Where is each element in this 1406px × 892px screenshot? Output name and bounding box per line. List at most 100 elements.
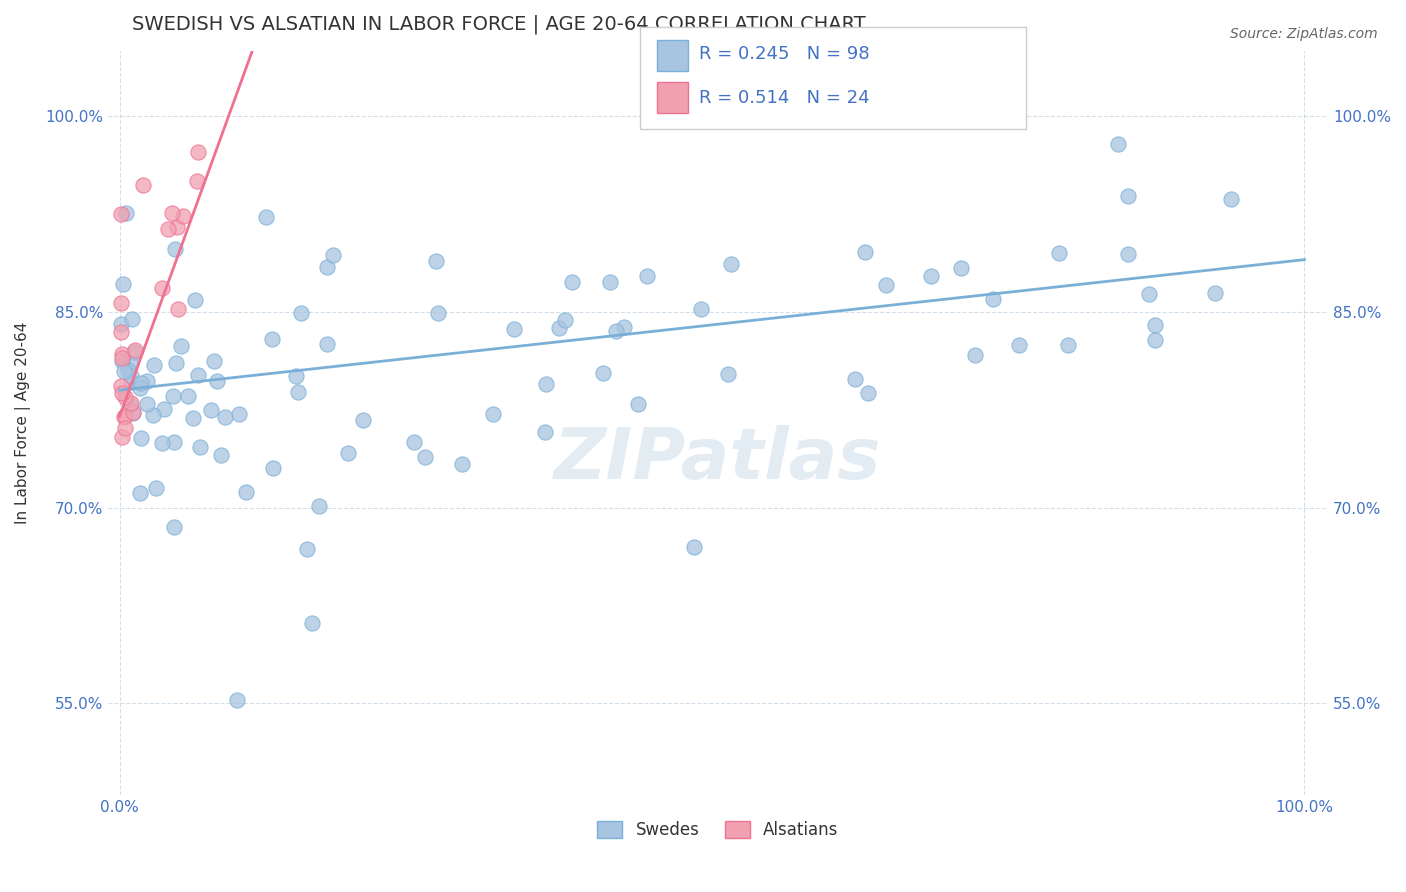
Point bbox=[112, 409, 135, 424]
Point bbox=[200, 403, 222, 417]
Point bbox=[482, 407, 505, 421]
Point bbox=[920, 269, 942, 284]
Point bbox=[352, 412, 374, 426]
Point bbox=[152, 401, 174, 416]
Point bbox=[110, 295, 132, 310]
Legend: Swedes, Alsatians: Swedes, Alsatians bbox=[591, 814, 845, 846]
Point bbox=[554, 312, 576, 326]
Point bbox=[187, 368, 209, 382]
Point bbox=[136, 374, 159, 388]
Point bbox=[132, 178, 155, 193]
Point bbox=[145, 481, 167, 495]
Point bbox=[114, 409, 136, 423]
Point bbox=[290, 306, 312, 320]
Point bbox=[949, 260, 972, 275]
Point bbox=[228, 407, 250, 421]
Point bbox=[605, 324, 627, 338]
Text: R = 0.245   N = 98: R = 0.245 N = 98 bbox=[699, 45, 869, 62]
Point bbox=[683, 540, 706, 554]
Point bbox=[202, 354, 225, 368]
Point bbox=[122, 344, 145, 359]
Text: Source: ZipAtlas.com: Source: ZipAtlas.com bbox=[1230, 27, 1378, 41]
Point bbox=[157, 221, 180, 235]
Point bbox=[110, 318, 132, 332]
Point bbox=[181, 411, 204, 425]
Point bbox=[315, 260, 337, 274]
Point bbox=[627, 397, 650, 411]
Point bbox=[284, 369, 307, 384]
Point bbox=[336, 446, 359, 460]
Point bbox=[426, 306, 449, 320]
Point bbox=[690, 302, 713, 317]
Point bbox=[1057, 337, 1080, 351]
Point bbox=[121, 406, 143, 420]
Point bbox=[112, 277, 135, 291]
Point bbox=[451, 457, 474, 471]
Point bbox=[415, 450, 437, 464]
Point bbox=[256, 210, 278, 224]
Text: R = 0.514   N = 24: R = 0.514 N = 24 bbox=[699, 89, 869, 107]
Point bbox=[844, 372, 866, 386]
Point bbox=[858, 386, 880, 401]
Point bbox=[110, 207, 132, 221]
Point bbox=[963, 347, 986, 361]
Point bbox=[166, 219, 188, 234]
Point bbox=[235, 484, 257, 499]
Point bbox=[1107, 137, 1129, 152]
Point bbox=[118, 356, 141, 370]
Point bbox=[502, 322, 524, 336]
Point bbox=[118, 398, 141, 412]
Point bbox=[717, 368, 740, 382]
Point bbox=[425, 254, 447, 268]
Point bbox=[875, 277, 897, 292]
Point bbox=[162, 389, 184, 403]
Point bbox=[1007, 338, 1029, 352]
Point bbox=[142, 408, 165, 422]
Point bbox=[163, 435, 186, 450]
Point bbox=[322, 248, 344, 262]
Point bbox=[172, 209, 194, 223]
Point bbox=[599, 275, 621, 289]
Point bbox=[548, 321, 571, 335]
Point bbox=[170, 339, 193, 353]
Point bbox=[135, 397, 157, 411]
Point bbox=[983, 293, 1005, 307]
Point bbox=[152, 280, 174, 294]
Point bbox=[1219, 192, 1241, 206]
Point bbox=[114, 390, 136, 404]
Point bbox=[120, 395, 142, 409]
Point bbox=[301, 615, 323, 630]
Point bbox=[186, 174, 208, 188]
Point bbox=[184, 293, 207, 307]
Point bbox=[207, 374, 229, 388]
Point bbox=[262, 461, 284, 475]
Point bbox=[1137, 287, 1160, 301]
Point bbox=[561, 275, 583, 289]
Point bbox=[112, 364, 135, 378]
Point bbox=[110, 386, 132, 401]
Point bbox=[110, 346, 132, 360]
Point bbox=[534, 425, 557, 439]
Point bbox=[209, 448, 232, 462]
Point bbox=[165, 356, 187, 370]
Point bbox=[111, 430, 134, 444]
Point bbox=[402, 434, 425, 449]
Point bbox=[592, 366, 614, 380]
Point bbox=[120, 369, 142, 384]
Point bbox=[121, 312, 143, 326]
Point bbox=[287, 384, 309, 399]
Point bbox=[260, 332, 283, 346]
Point bbox=[129, 431, 152, 445]
Point bbox=[143, 358, 166, 372]
Text: SWEDISH VS ALSATIAN IN LABOR FORCE | AGE 20-64 CORRELATION CHART: SWEDISH VS ALSATIAN IN LABOR FORCE | AGE… bbox=[132, 15, 866, 35]
Point bbox=[124, 343, 146, 357]
Point bbox=[117, 363, 139, 377]
Point bbox=[297, 542, 319, 557]
Point bbox=[1144, 333, 1167, 347]
Point bbox=[188, 440, 211, 454]
Text: ZIPatlas: ZIPatlas bbox=[554, 425, 882, 494]
Point bbox=[1116, 247, 1139, 261]
Point bbox=[853, 244, 876, 259]
Point bbox=[129, 376, 152, 391]
Point bbox=[163, 520, 186, 534]
